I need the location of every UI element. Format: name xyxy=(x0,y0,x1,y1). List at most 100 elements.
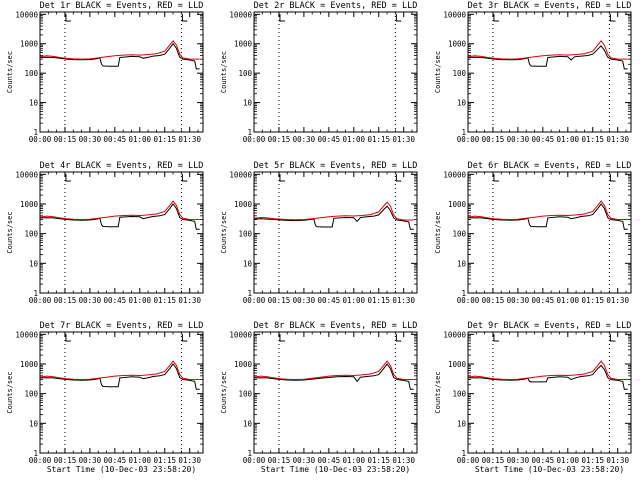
x-tick-label: 01:15 xyxy=(367,296,390,305)
x-tick-label: 00:15 xyxy=(268,135,291,144)
bracket-marker xyxy=(279,174,285,182)
x-tick-label: 01:00 xyxy=(343,296,366,305)
y-tick-label: 1000 xyxy=(20,40,39,49)
x-tick-label: 01:00 xyxy=(343,135,366,144)
plot-frame xyxy=(253,331,418,454)
y-tick-label: 100 xyxy=(24,230,38,239)
x-tick-label: 01:00 xyxy=(557,296,580,305)
x-tick-label: 00:00 xyxy=(243,456,266,465)
y-axis-label: Counts/sec xyxy=(6,371,14,413)
y-tick-label: 100 xyxy=(452,230,466,239)
x-tick-label: 00:15 xyxy=(482,296,505,305)
y-tick-label: 10 xyxy=(457,259,467,268)
y-tick-label: 10000 xyxy=(443,10,466,19)
events-series-line xyxy=(39,203,200,230)
x-tick-label: 01:30 xyxy=(606,456,629,465)
y-tick-label: 1000 xyxy=(234,40,253,49)
x-tick-label: 00:45 xyxy=(318,296,341,305)
y-tick-label: 10000 xyxy=(15,10,38,19)
x-tick-label: 00:30 xyxy=(507,456,530,465)
bracket-marker xyxy=(395,334,402,342)
x-tick-label: 01:30 xyxy=(178,296,201,305)
bracket-marker xyxy=(181,334,188,342)
lld-series-line xyxy=(467,200,628,221)
y-tick-label: 100 xyxy=(24,69,38,78)
x-tick-label: 01:30 xyxy=(392,296,415,305)
y-tick-label: 10 xyxy=(243,99,253,108)
y-tick-label: 10 xyxy=(29,259,39,268)
y-tick-label: 100 xyxy=(238,69,252,78)
bracket-marker xyxy=(181,174,188,182)
x-tick-label: 01:30 xyxy=(392,135,415,144)
x-tick-label: 01:30 xyxy=(606,296,629,305)
x-tick-label: 00:45 xyxy=(532,296,555,305)
x-tick-label: 00:00 xyxy=(457,296,480,305)
x-tick-label: 01:30 xyxy=(392,456,415,465)
y-tick-label: 1 xyxy=(247,449,252,458)
panel-9: Det 9r BLACK = Events, RED = LLD Counts/s… xyxy=(434,321,632,474)
bracket-marker xyxy=(609,334,616,342)
y-tick-label: 100 xyxy=(238,390,252,399)
bracket-marker xyxy=(493,14,499,22)
x-tick-label: 00:15 xyxy=(482,135,505,144)
plot-frame xyxy=(467,11,632,133)
y-axis-label: Counts/sec xyxy=(220,51,228,93)
y-tick-label: 1 xyxy=(33,289,38,298)
events-series-line xyxy=(467,45,628,70)
plot-frame xyxy=(39,331,204,454)
x-tick-label: 00:00 xyxy=(29,135,52,144)
y-axis-label: Counts/sec xyxy=(220,211,228,253)
y-axis-label: Counts/sec xyxy=(434,51,442,93)
y-tick-label: 100 xyxy=(452,69,466,78)
events-series-line xyxy=(253,205,414,230)
x-tick-label: 01:00 xyxy=(129,456,152,465)
x-tick-label: 00:00 xyxy=(457,135,480,144)
y-tick-label: 10 xyxy=(243,419,253,428)
y-axis-label: Counts/sec xyxy=(434,211,442,253)
x-tick-label: 01:15 xyxy=(367,135,390,144)
y-tick-label: 1000 xyxy=(448,200,467,209)
y-tick-label: 1000 xyxy=(234,200,253,209)
x-axis-label: Start Time (10-Dec-03 23:58:20) xyxy=(475,465,624,474)
plot-frame xyxy=(253,11,418,133)
y-tick-label: 10000 xyxy=(229,330,252,339)
y-tick-label: 1 xyxy=(461,449,466,458)
y-tick-label: 10 xyxy=(29,99,39,108)
plot-frame xyxy=(39,11,204,133)
x-tick-label: 00:45 xyxy=(532,135,555,144)
bracket-marker xyxy=(609,14,616,22)
y-tick-label: 10000 xyxy=(443,170,466,179)
lld-series-line xyxy=(253,360,414,381)
panel-title: Det 8r BLACK = Events, RED = LLD xyxy=(254,321,418,331)
events-series-line xyxy=(39,363,200,390)
bracket-marker xyxy=(279,14,285,22)
lld-series-line xyxy=(39,360,200,381)
x-tick-label: 00:45 xyxy=(104,456,127,465)
y-tick-label: 1 xyxy=(461,289,466,298)
plot-frame xyxy=(467,331,632,454)
lld-series-line xyxy=(467,40,628,60)
events-series-line xyxy=(467,203,628,230)
y-tick-label: 1000 xyxy=(448,40,467,49)
y-tick-label: 10000 xyxy=(443,330,466,339)
y-axis-label: Counts/sec xyxy=(220,371,228,413)
panel-title: Det 5r BLACK = Events, RED = LLD xyxy=(254,161,418,171)
y-tick-label: 100 xyxy=(238,230,252,239)
x-tick-label: 00:00 xyxy=(243,296,266,305)
y-tick-label: 10000 xyxy=(229,170,252,179)
x-tick-label: 01:00 xyxy=(557,456,580,465)
x-tick-label: 01:00 xyxy=(343,456,366,465)
x-tick-label: 00:30 xyxy=(79,296,102,305)
lld-series-line xyxy=(253,201,414,221)
x-tick-label: 00:45 xyxy=(318,135,341,144)
panel-1: Det 1r BLACK = Events, RED = LLD Counts/s… xyxy=(6,1,204,144)
panel-title: Det 7r BLACK = Events, RED = LLD xyxy=(40,321,204,331)
y-tick-label: 10 xyxy=(457,419,467,428)
panel-7: Det 7r BLACK = Events, RED = LLD Counts/s… xyxy=(6,321,204,474)
x-tick-label: 01:30 xyxy=(178,135,201,144)
x-tick-label: 00:45 xyxy=(104,135,127,144)
x-tick-label: 00:30 xyxy=(293,456,316,465)
x-tick-label: 01:00 xyxy=(129,296,152,305)
bracket-marker xyxy=(181,14,188,22)
bracket-marker xyxy=(65,174,71,182)
